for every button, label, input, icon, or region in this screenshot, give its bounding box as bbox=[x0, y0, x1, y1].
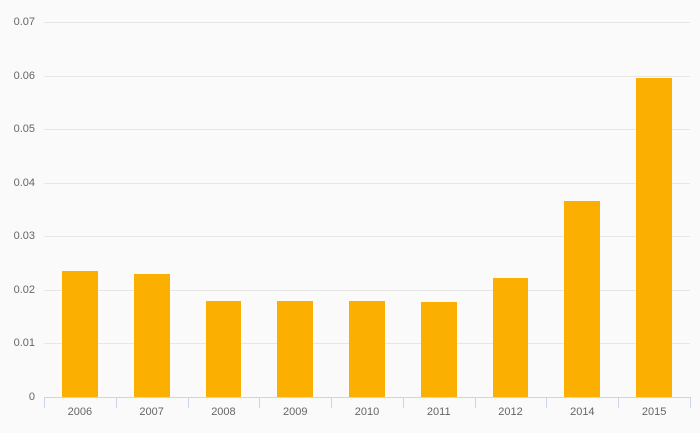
y-axis-tick-label: 0.05 bbox=[13, 123, 35, 136]
y-axis-tick-label: 0.02 bbox=[13, 283, 35, 296]
bar-2014[interactable] bbox=[564, 201, 601, 397]
y-axis-tick-label: 0.04 bbox=[13, 176, 35, 189]
x-axis-tick bbox=[618, 398, 620, 408]
x-axis-tick bbox=[115, 398, 117, 408]
x-axis-tick-label: 2015 bbox=[641, 406, 667, 418]
y-axis-tick-label: 0.07 bbox=[13, 16, 35, 28]
x-axis-tick-label: 2006 bbox=[67, 406, 93, 418]
x-axis-tick-label: 2008 bbox=[211, 406, 236, 418]
x-axis-tick-label: 2010 bbox=[354, 406, 380, 418]
x-axis-tick-label: 2011 bbox=[426, 406, 451, 418]
x-axis-tick bbox=[690, 398, 691, 408]
x-axis-tick-label: 2012 bbox=[498, 406, 523, 418]
bar-2015[interactable] bbox=[636, 78, 673, 397]
x-axis-tick bbox=[474, 398, 476, 408]
x-axis-tick bbox=[331, 398, 333, 408]
y-axis-tick-label: 0.01 bbox=[13, 337, 35, 350]
y-gridline bbox=[44, 289, 690, 291]
y-gridline bbox=[44, 75, 690, 77]
y-axis-tick-label: 0.06 bbox=[13, 69, 35, 82]
y-gridline bbox=[44, 236, 690, 238]
x-axis-line bbox=[44, 397, 691, 398]
bar-2008[interactable] bbox=[205, 300, 242, 397]
y-axis-tick-label: 0 bbox=[28, 391, 35, 403]
y-axis-tick-label: 0.03 bbox=[13, 230, 35, 243]
bar-2011[interactable] bbox=[420, 302, 457, 397]
x-axis-tick-label: 2014 bbox=[570, 406, 595, 418]
x-axis-tick bbox=[402, 398, 404, 408]
y-gridline bbox=[44, 129, 690, 131]
bar-2012[interactable] bbox=[492, 278, 529, 397]
x-axis-tick bbox=[44, 398, 45, 408]
bar-2009[interactable] bbox=[277, 300, 314, 397]
bar-2007[interactable] bbox=[133, 274, 170, 397]
x-axis-tick bbox=[187, 398, 189, 408]
y-gridline bbox=[44, 22, 690, 23]
y-gridline bbox=[44, 182, 690, 184]
x-axis-tick-label: 2009 bbox=[282, 406, 308, 418]
x-axis-tick-label: 2007 bbox=[139, 406, 164, 418]
bar-2010[interactable] bbox=[349, 301, 385, 397]
x-axis-tick bbox=[546, 398, 548, 408]
bar-2006[interactable] bbox=[61, 271, 98, 397]
x-axis-tick bbox=[259, 398, 261, 408]
